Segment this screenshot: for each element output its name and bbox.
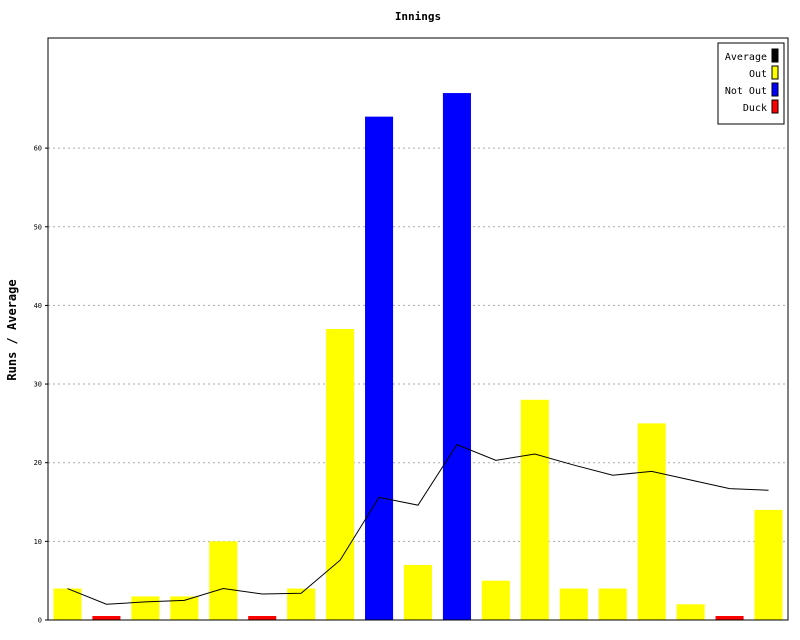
legend-label: Average bbox=[725, 52, 767, 63]
bar-out bbox=[53, 588, 82, 620]
y-tick-label: 20 bbox=[34, 459, 42, 467]
bar-out bbox=[131, 596, 160, 620]
average-line bbox=[67, 443, 769, 605]
legend-swatch bbox=[771, 48, 779, 63]
bar-out bbox=[326, 329, 355, 620]
legend-label: Out bbox=[749, 69, 767, 80]
average-line-group bbox=[67, 443, 769, 605]
y-tick-label: 0 bbox=[38, 617, 42, 625]
bar-out bbox=[754, 509, 783, 620]
bar-not-out bbox=[442, 93, 471, 620]
y-tick-label: 50 bbox=[34, 223, 42, 231]
legend-label: Not Out bbox=[725, 86, 767, 97]
legend-swatch bbox=[771, 82, 779, 97]
y-tick-label: 40 bbox=[34, 302, 42, 310]
bar-duck bbox=[248, 616, 277, 620]
bar-duck bbox=[715, 616, 744, 620]
bar-out bbox=[170, 596, 199, 620]
bar-out bbox=[481, 580, 510, 620]
bar-out bbox=[637, 423, 666, 620]
y-tick-label: 30 bbox=[34, 381, 42, 389]
bar-not-out bbox=[365, 116, 394, 620]
y-tick-label: 60 bbox=[34, 145, 42, 153]
y-tick-label: 10 bbox=[34, 538, 42, 546]
legend-swatch bbox=[771, 65, 779, 80]
bar-duck bbox=[92, 616, 121, 620]
legend-label: Duck bbox=[743, 103, 767, 114]
bar-out bbox=[520, 399, 549, 620]
chart-title: Innings bbox=[395, 10, 441, 23]
legend: Average Out Not Out Duck bbox=[717, 42, 785, 125]
gridlines bbox=[48, 147, 788, 542]
bar-out bbox=[598, 588, 627, 620]
bar-out bbox=[559, 588, 588, 620]
bars bbox=[53, 93, 783, 620]
bar-out bbox=[403, 564, 433, 620]
legend-swatch bbox=[771, 99, 779, 114]
y-axis-label: Runs / Average bbox=[5, 279, 19, 380]
y-axis-ticks: 0 10 20 30 40 50 60 bbox=[34, 145, 48, 625]
plot-frame bbox=[47, 37, 789, 621]
bar-out bbox=[676, 604, 705, 620]
bar-out bbox=[209, 541, 238, 620]
